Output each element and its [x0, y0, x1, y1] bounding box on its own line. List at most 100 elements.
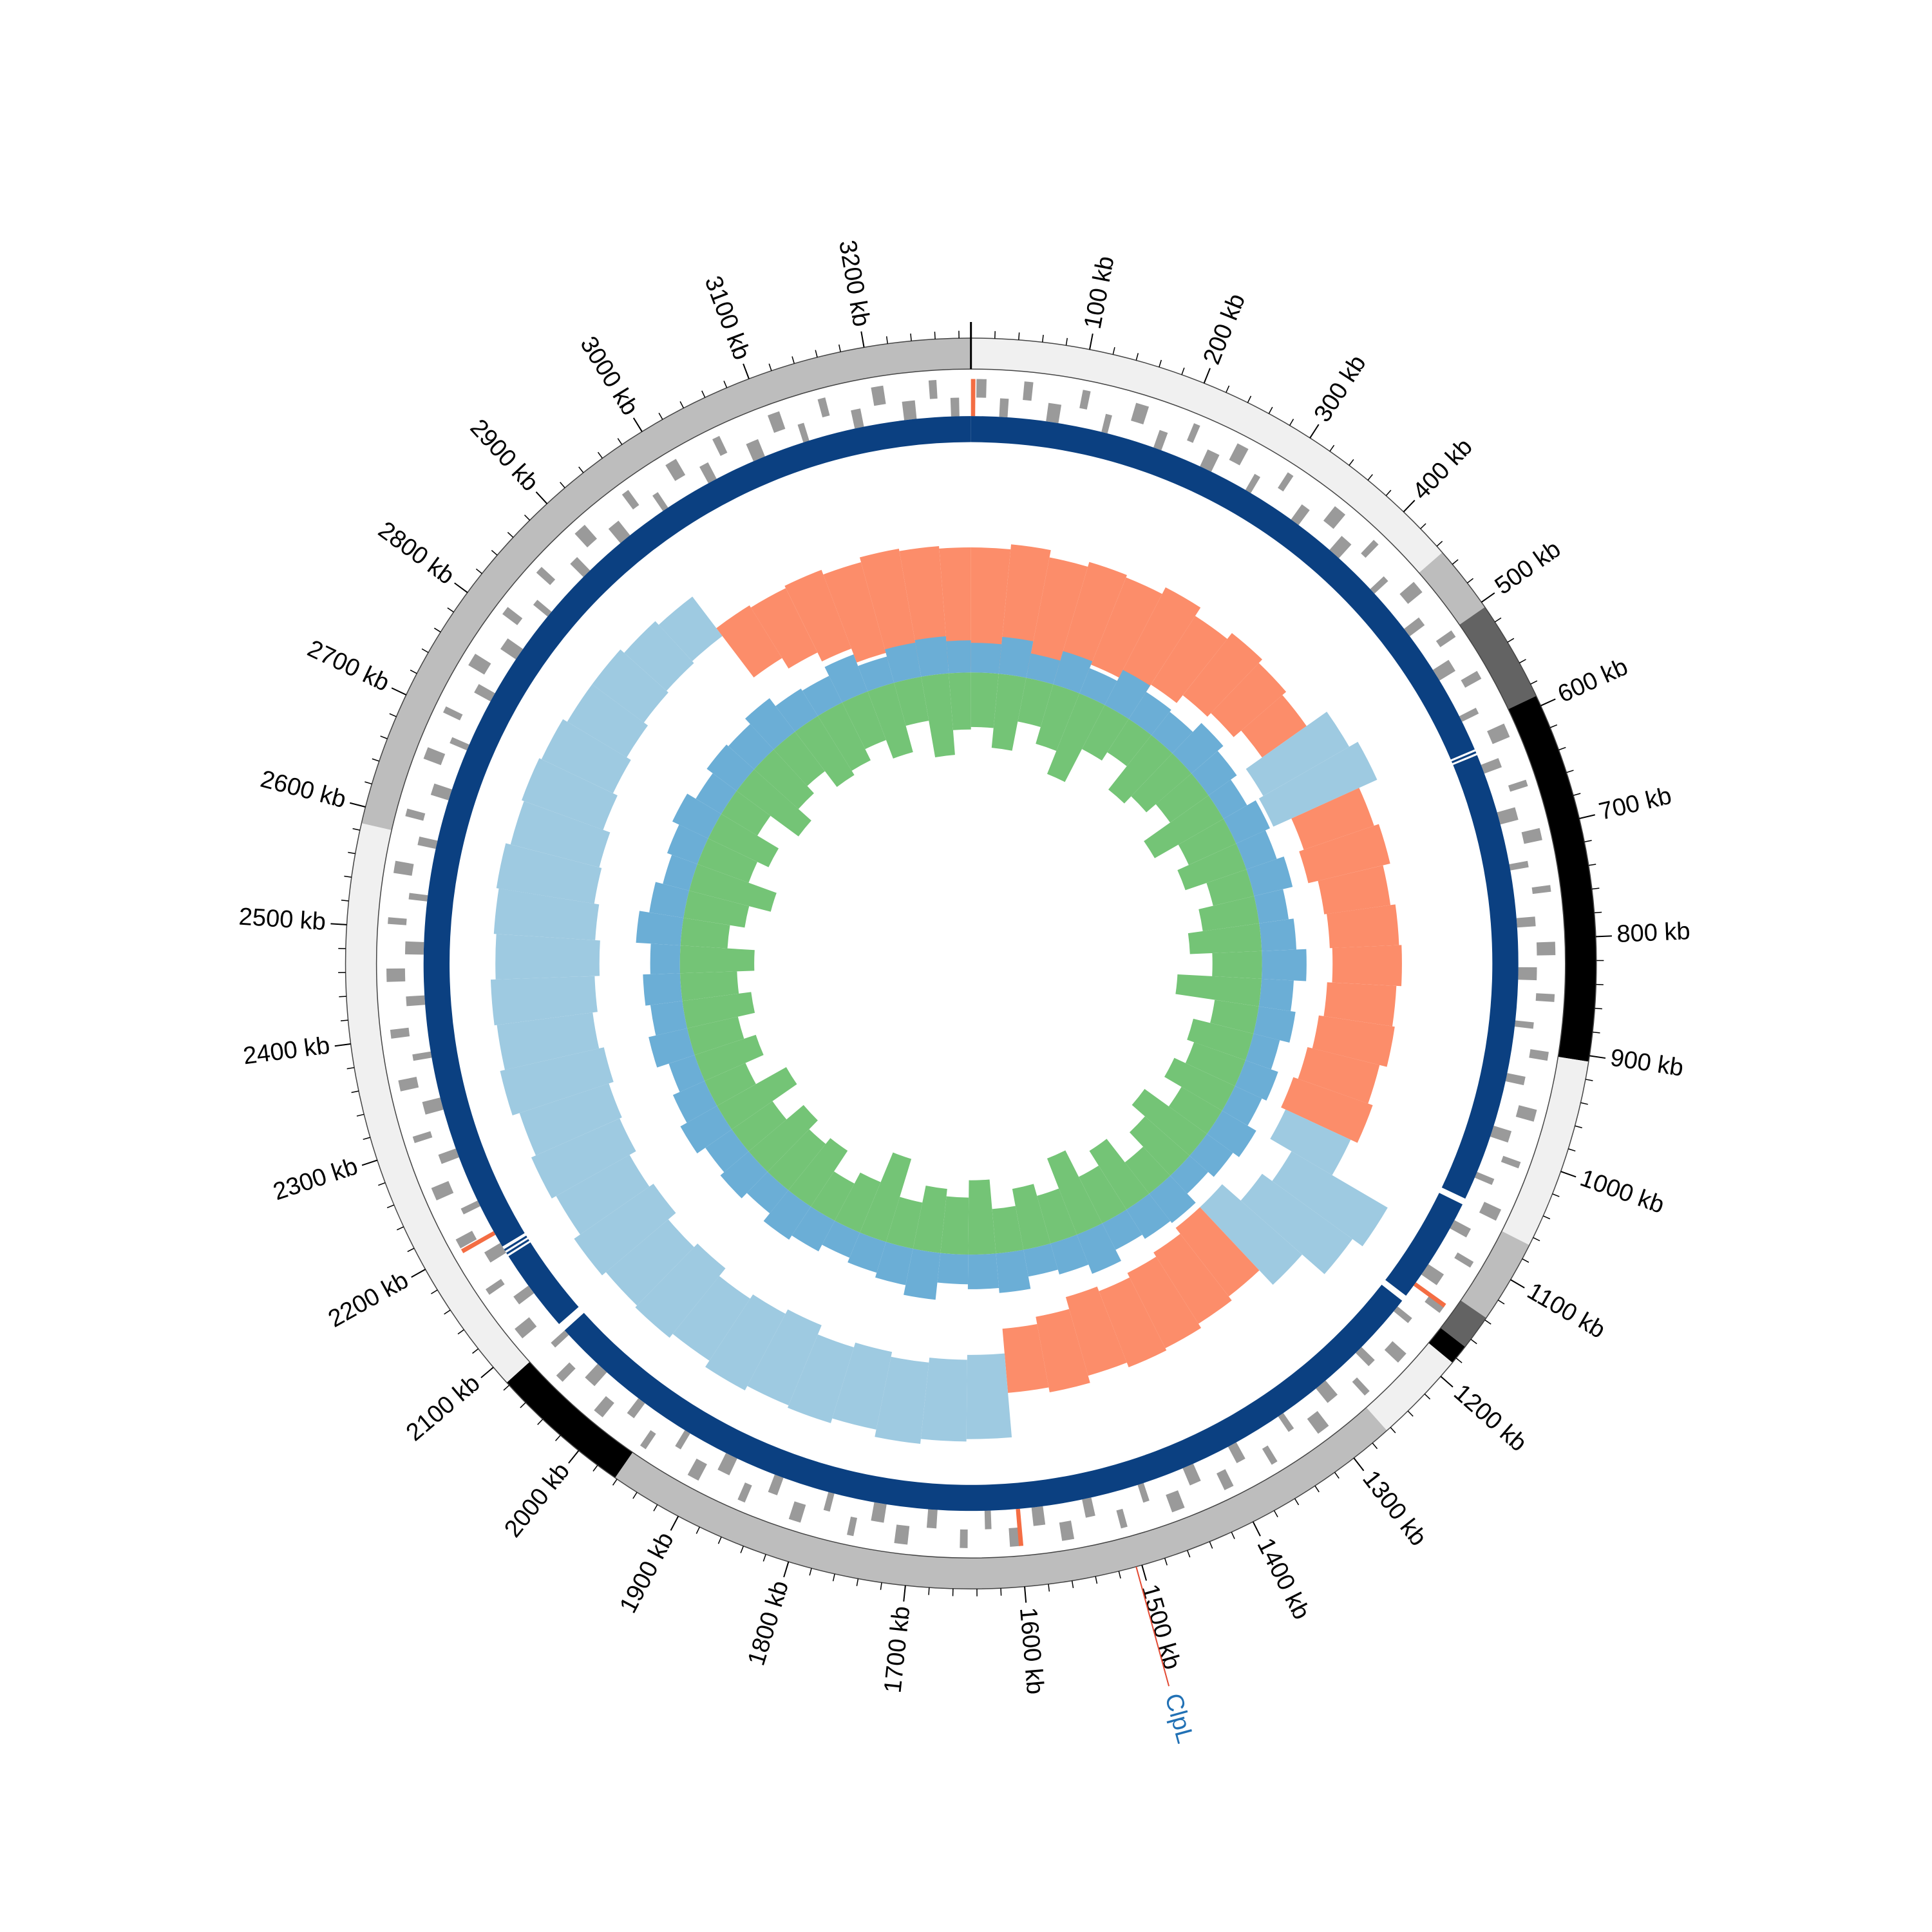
gc-skew-negative	[1144, 795, 1224, 858]
gene	[871, 1502, 887, 1523]
minor-tick	[507, 532, 514, 538]
gc-skew-negative	[1046, 693, 1105, 782]
gc-skew-negative	[748, 1104, 818, 1172]
gc-skew-negative	[687, 1016, 744, 1056]
minor-tick	[1420, 523, 1426, 529]
gc-skew-negative	[1168, 1086, 1222, 1134]
gc-content-bin	[823, 562, 886, 663]
gene	[417, 836, 438, 849]
gene	[1316, 1380, 1338, 1403]
minor-tick	[1209, 1541, 1213, 1549]
gene	[1131, 402, 1150, 425]
minor-tick	[1187, 1550, 1191, 1558]
gc-content-bin	[567, 684, 649, 758]
gc-skew-negative	[708, 813, 779, 867]
gc-skew-positive	[1258, 978, 1294, 1012]
ring-segment	[1459, 607, 1537, 710]
gene	[1536, 942, 1556, 956]
gc-skew-negative	[1188, 923, 1262, 954]
gc-content-bin	[1270, 1109, 1351, 1175]
gc-skew-negative	[1131, 753, 1192, 813]
minor-tick	[791, 356, 795, 364]
minor-tick	[396, 1226, 404, 1231]
gc-content-bin	[592, 649, 668, 723]
gc-skew-positive	[775, 688, 819, 732]
major-tick	[330, 923, 347, 925]
gene	[1459, 708, 1479, 722]
minor-tick	[1048, 1584, 1050, 1592]
x-tick-label: 2100 kb	[401, 1370, 485, 1446]
contig	[508, 1242, 579, 1325]
gc-skew-positive	[1235, 1060, 1278, 1101]
annotation-label: ClpL	[1159, 1690, 1198, 1746]
minor-tick	[346, 1066, 355, 1070]
gene	[1227, 1442, 1245, 1464]
gene	[1497, 807, 1519, 825]
gc-skew-positive	[650, 1001, 688, 1036]
gc-content-bin	[1298, 1046, 1380, 1104]
gc-skew-positive	[875, 1242, 913, 1285]
gc-skew-negative	[732, 1101, 787, 1151]
minor-tick	[701, 390, 706, 398]
gc-skew-negative	[1132, 1088, 1208, 1156]
gene	[1425, 1294, 1445, 1313]
gc-skew-positive	[971, 643, 1002, 674]
minor-tick	[1568, 1148, 1576, 1152]
gc-content-bin	[705, 1294, 786, 1390]
gc-content-bin	[1318, 865, 1391, 914]
gene	[1023, 381, 1034, 401]
minor-tick	[1118, 1571, 1121, 1579]
gene	[1116, 1508, 1128, 1529]
gc-skew-positive	[696, 773, 737, 814]
gc-skew-negative	[1164, 1057, 1235, 1111]
gene	[450, 737, 469, 751]
gene	[1474, 1171, 1495, 1186]
gc-content-bin	[1127, 1256, 1202, 1349]
minor-tick	[658, 412, 663, 420]
minor-tick	[762, 1554, 766, 1562]
gc-skew-positive	[680, 1106, 732, 1153]
minor-tick	[1533, 1237, 1540, 1242]
minor-tick	[348, 851, 355, 855]
gc-skew-positive	[706, 744, 755, 791]
minor-tick	[1367, 474, 1373, 481]
x-tick-label: 800 kb	[1616, 918, 1691, 948]
gc-skew-positive	[802, 676, 842, 716]
gc-skew-negative	[680, 971, 739, 1001]
minor-tick	[503, 1385, 510, 1391]
gc-skew-negative	[680, 918, 730, 949]
x-tick-label: 900 kb	[1609, 1044, 1685, 1081]
minor-tick	[1065, 337, 1068, 346]
gc-content-bin	[1323, 982, 1397, 1027]
gene	[502, 607, 523, 625]
gc-skew-positive	[672, 793, 721, 839]
x-tick-label: 3100 kb	[699, 272, 755, 363]
minor-tick	[340, 1019, 348, 1021]
minor-tick	[1522, 1258, 1530, 1263]
minor-tick	[617, 438, 623, 445]
gene	[1262, 1445, 1278, 1465]
contig	[504, 1235, 527, 1251]
x-tick-label: 2300 kb	[270, 1153, 361, 1206]
gc-skew-positive	[1223, 800, 1270, 844]
gc-skew-negative	[1037, 1188, 1077, 1244]
gc-content-bin	[1312, 1015, 1395, 1067]
gene	[1535, 993, 1555, 1002]
gene	[1278, 1413, 1294, 1432]
gc-content-bin	[716, 605, 782, 677]
gene	[1399, 582, 1423, 604]
minor-tick	[1591, 887, 1600, 890]
gc-skew-positive	[667, 824, 708, 864]
minor-tick	[1071, 1580, 1074, 1589]
gc-content-bin	[1036, 1309, 1090, 1392]
minor-tick	[1558, 746, 1566, 751]
gene	[1217, 1469, 1234, 1490]
gc-skew-positive	[1207, 1110, 1256, 1157]
minor-tick	[1585, 1079, 1593, 1081]
ring-segment	[361, 338, 971, 831]
gene	[1278, 472, 1294, 492]
gc-skew-negative	[683, 891, 750, 928]
gc-content-bin	[556, 1155, 650, 1235]
gene	[1370, 576, 1388, 594]
gc-content-bin	[500, 1047, 614, 1115]
